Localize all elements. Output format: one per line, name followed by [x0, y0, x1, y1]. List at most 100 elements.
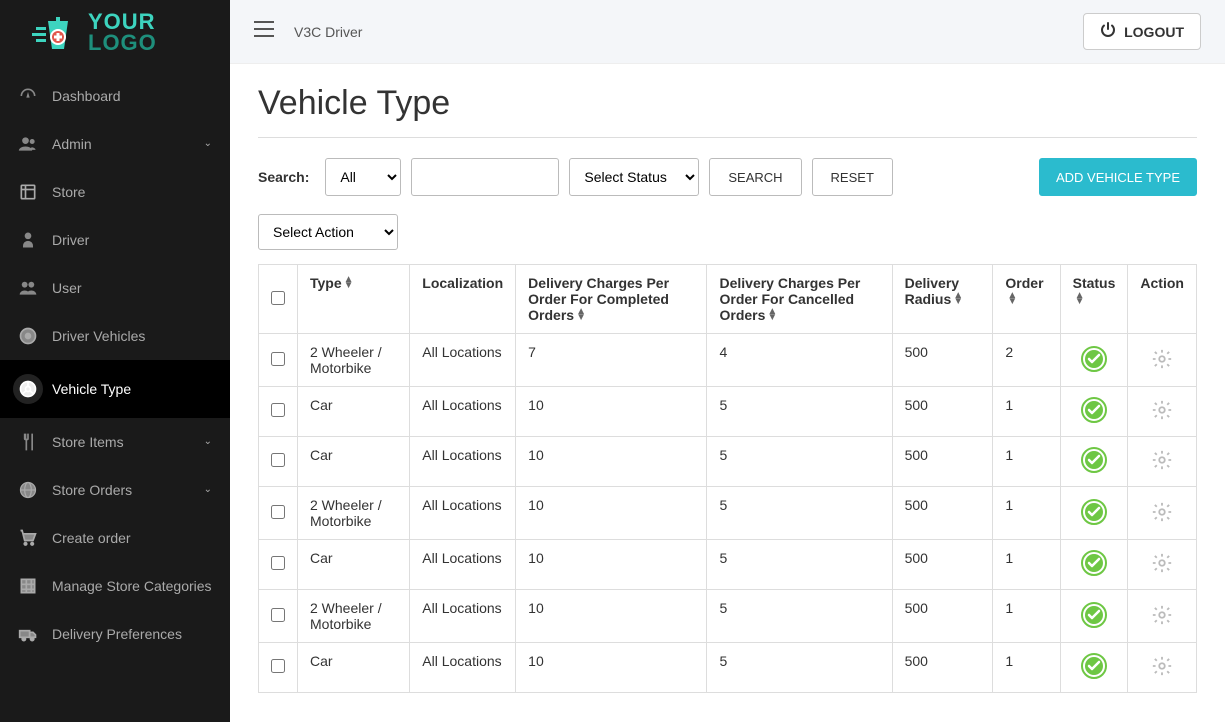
menu-toggle-icon[interactable] [254, 21, 274, 42]
sidebar-item-store[interactable]: Store [0, 168, 230, 216]
cell-action[interactable] [1128, 437, 1197, 487]
cell-order: 1 [993, 590, 1060, 643]
col-order[interactable]: Order▲▼ [993, 265, 1060, 334]
search-field-select[interactable]: All [325, 158, 401, 196]
sidebar-item-label: Store Orders [52, 482, 132, 498]
sidebar-item-user[interactable]: User [0, 264, 230, 312]
grid-icon [18, 576, 38, 596]
topbar: V3C Driver LOGOUT [230, 0, 1225, 64]
cell-action[interactable] [1128, 590, 1197, 643]
cell-action[interactable] [1128, 334, 1197, 387]
sidebar-item-label: User [52, 280, 82, 296]
bulk-action-select[interactable]: Select Action [258, 214, 398, 250]
cell-radius: 500 [892, 334, 993, 387]
sidebar-item-store-orders[interactable]: Store Orders⌄ [0, 466, 230, 514]
cell-completed: 10 [516, 437, 707, 487]
col-status[interactable]: Status▲▼ [1060, 265, 1128, 334]
cell-localization: All Locations [410, 590, 516, 643]
cell-completed: 7 [516, 334, 707, 387]
cell-cancelled: 5 [707, 643, 892, 693]
cell-localization: All Locations [410, 643, 516, 693]
select-all-checkbox[interactable] [271, 291, 285, 305]
cell-completed: 10 [516, 487, 707, 540]
cell-cancelled: 5 [707, 487, 892, 540]
cell-status[interactable] [1060, 487, 1128, 540]
cell-order: 1 [993, 437, 1060, 487]
main: V3C Driver LOGOUT Vehicle Type Search: A… [230, 0, 1225, 722]
cell-status[interactable] [1060, 437, 1128, 487]
search-input[interactable] [411, 158, 559, 196]
sort-icon: ▲▼ [576, 309, 586, 321]
status-select[interactable]: Select Status [569, 158, 699, 196]
logo[interactable]: YOUR LOGO [0, 0, 230, 66]
table-row: 2 Wheeler / MotorbikeAll Locations745002 [259, 334, 1197, 387]
power-icon [1100, 22, 1116, 41]
sidebar-item-label: Store Items [52, 434, 124, 450]
cell-type: 2 Wheeler / Motorbike [298, 487, 410, 540]
logout-button[interactable]: LOGOUT [1083, 13, 1201, 50]
row-checkbox[interactable] [271, 352, 285, 366]
cell-type: Car [298, 387, 410, 437]
cell-status[interactable] [1060, 643, 1128, 693]
sidebar-item-driver-vehicles[interactable]: Driver Vehicles [0, 312, 230, 360]
col-completed[interactable]: Delivery Charges Per Order For Completed… [516, 265, 707, 334]
logo-text: YOUR LOGO [88, 12, 157, 54]
row-checkbox[interactable] [271, 453, 285, 467]
sidebar-item-driver[interactable]: Driver [0, 216, 230, 264]
sidebar-item-manage-store-categories[interactable]: Manage Store Categories [0, 562, 230, 610]
cell-action[interactable] [1128, 387, 1197, 437]
col-cancelled[interactable]: Delivery Charges Per Order For Cancelled… [707, 265, 892, 334]
cell-order: 1 [993, 387, 1060, 437]
sidebar-item-label: Admin [52, 136, 92, 152]
users-icon [18, 278, 38, 298]
sidebar-item-vehicle-type[interactable]: Vehicle Type [0, 360, 230, 418]
sidebar-item-label: Driver Vehicles [52, 328, 145, 344]
row-checkbox[interactable] [271, 505, 285, 519]
sidebar-item-store-items[interactable]: Store Items⌄ [0, 418, 230, 466]
sidebar-item-dashboard[interactable]: Dashboard [0, 72, 230, 120]
reset-button[interactable]: RESET [812, 158, 893, 196]
sidebar-item-delivery-preferences[interactable]: Delivery Preferences [0, 610, 230, 658]
cell-status[interactable] [1060, 334, 1128, 387]
sidebar-item-label: Store [52, 184, 85, 200]
cell-status[interactable] [1060, 540, 1128, 590]
sidebar-item-label: Vehicle Type [52, 381, 131, 397]
sidebar-item-create-order[interactable]: Create order [0, 514, 230, 562]
cell-action[interactable] [1128, 643, 1197, 693]
search-button[interactable]: SEARCH [709, 158, 801, 196]
row-checkbox[interactable] [271, 608, 285, 622]
col-radius[interactable]: Delivery Radius▲▼ [892, 265, 993, 334]
table-row: 2 Wheeler / MotorbikeAll Locations105500… [259, 487, 1197, 540]
row-checkbox[interactable] [271, 556, 285, 570]
sidebar: YOUR LOGO Dashboard Admin ⌄ Store Driver User… [0, 0, 230, 722]
cell-order: 2 [993, 334, 1060, 387]
cell-order: 1 [993, 487, 1060, 540]
search-label: Search: [258, 169, 315, 185]
cell-action[interactable] [1128, 540, 1197, 590]
cell-action[interactable] [1128, 487, 1197, 540]
cell-cancelled: 4 [707, 334, 892, 387]
col-type[interactable]: Type▲▼ [298, 265, 410, 334]
sort-icon: ▲▼ [344, 277, 354, 289]
sort-icon: ▲▼ [1075, 293, 1085, 305]
cell-order: 1 [993, 540, 1060, 590]
sidebar-item-label: Manage Store Categories [52, 578, 212, 594]
sort-icon: ▲▼ [767, 309, 777, 321]
cell-cancelled: 5 [707, 540, 892, 590]
cell-localization: All Locations [410, 437, 516, 487]
cell-status[interactable] [1060, 387, 1128, 437]
chevron-down-icon: ⌄ [204, 138, 212, 149]
row-checkbox[interactable] [271, 659, 285, 673]
cell-completed: 10 [516, 643, 707, 693]
cell-radius: 500 [892, 590, 993, 643]
fork-icon [18, 432, 38, 452]
cell-cancelled: 5 [707, 387, 892, 437]
wheel-icon [18, 379, 38, 399]
cell-cancelled: 5 [707, 437, 892, 487]
add-vehicle-type-button[interactable]: ADD VEHICLE TYPE [1039, 158, 1197, 196]
cell-status[interactable] [1060, 590, 1128, 643]
cell-localization: All Locations [410, 387, 516, 437]
cell-localization: All Locations [410, 540, 516, 590]
row-checkbox[interactable] [271, 403, 285, 417]
sidebar-item-admin[interactable]: Admin ⌄ [0, 120, 230, 168]
